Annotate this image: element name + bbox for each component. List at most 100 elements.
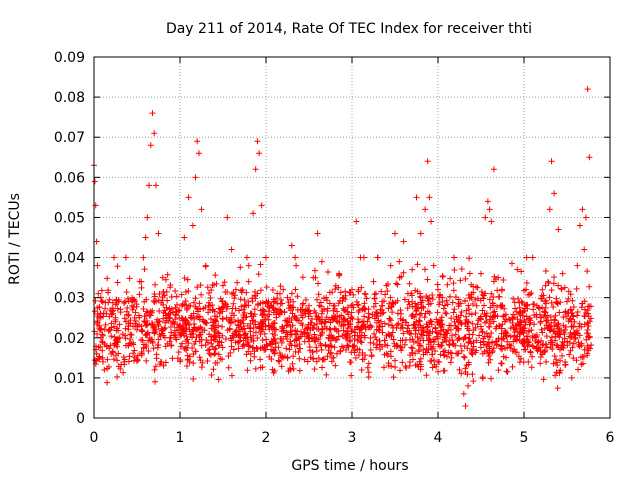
background-point — [311, 331, 318, 338]
background-point — [450, 280, 457, 287]
background-point — [420, 305, 427, 312]
background-point — [273, 307, 280, 314]
background-point — [266, 326, 273, 333]
background-point — [210, 336, 217, 343]
y-tick-labels: 0 0.01 0.02 0.03 0.04 0.05 0.06 0.07 0.08 0.09 — [54, 50, 85, 427]
data-point — [94, 262, 101, 269]
background-point — [155, 342, 162, 349]
background-point — [127, 336, 134, 343]
background-point — [385, 360, 392, 367]
background-point — [315, 291, 322, 298]
background-point — [345, 311, 352, 318]
background-point — [376, 341, 383, 348]
background-point — [554, 299, 561, 306]
background-point — [585, 322, 592, 329]
background-point — [279, 300, 286, 307]
background-point — [530, 306, 537, 313]
background-point — [486, 296, 493, 303]
background-point — [327, 319, 334, 326]
background-point — [416, 342, 423, 349]
background-point — [151, 366, 158, 373]
background-point — [500, 276, 507, 283]
background-point — [409, 356, 416, 363]
y-tick-label: 0 — [76, 411, 85, 427]
background-point — [417, 363, 424, 370]
data-point — [185, 194, 192, 201]
background-point — [166, 305, 173, 312]
background-point — [548, 287, 555, 294]
data-point — [263, 254, 269, 261]
background-point — [478, 288, 485, 295]
background-point — [458, 266, 465, 273]
background-point — [288, 304, 295, 311]
background-point — [130, 304, 137, 311]
background-point — [91, 308, 98, 315]
background-point — [513, 337, 520, 344]
background-point — [111, 340, 118, 347]
background-point — [352, 355, 359, 362]
x-axis-label: GPS time / hours — [291, 458, 408, 474]
background-point — [191, 315, 198, 322]
background-point — [362, 326, 369, 333]
background-point — [396, 274, 403, 281]
background-point — [190, 360, 197, 367]
data-point — [417, 230, 424, 237]
background-point — [434, 281, 441, 288]
background-point — [355, 308, 362, 315]
background-point — [539, 286, 546, 293]
background-point — [167, 324, 174, 331]
background-point — [502, 311, 509, 318]
background-point — [217, 355, 224, 362]
background-point — [257, 320, 264, 327]
background-point — [385, 305, 392, 312]
background-point — [126, 275, 133, 282]
background-point — [535, 339, 542, 346]
background-point — [458, 347, 465, 354]
background-point — [254, 345, 261, 352]
background-point — [318, 346, 325, 353]
background-point — [206, 331, 213, 338]
background-point — [568, 333, 575, 340]
data-point — [379, 298, 386, 305]
background-point — [416, 348, 423, 355]
data-point — [582, 214, 589, 221]
background-point — [399, 324, 406, 331]
background-point — [368, 323, 375, 330]
background-point — [132, 309, 139, 316]
background-point — [198, 364, 205, 371]
background-point — [435, 330, 442, 337]
x-tick-label: 5 — [520, 430, 529, 446]
background-point — [393, 280, 400, 287]
background-point — [370, 303, 377, 310]
background-point — [559, 352, 566, 359]
background-point — [206, 346, 213, 353]
background-point — [236, 307, 243, 314]
background-point — [368, 353, 375, 360]
background-point — [523, 333, 530, 340]
background-point — [179, 301, 186, 308]
background-point — [239, 286, 246, 293]
background-point — [292, 348, 299, 355]
background-point — [465, 319, 472, 326]
background-point — [439, 273, 446, 280]
background-point — [339, 298, 346, 305]
background-point — [172, 304, 179, 311]
background-point — [160, 301, 167, 308]
background-point — [216, 310, 223, 317]
background-point — [478, 316, 485, 323]
data-point — [134, 326, 140, 333]
background-point — [292, 315, 299, 322]
background-point — [355, 352, 362, 359]
background-point — [395, 320, 402, 327]
background-point — [547, 327, 554, 334]
background-point — [102, 321, 109, 328]
background-point — [541, 313, 548, 320]
background-point — [417, 290, 424, 297]
background-point — [328, 343, 335, 350]
background-point — [294, 328, 301, 335]
background-point — [305, 335, 312, 342]
background-point — [554, 331, 561, 338]
background-point — [355, 302, 362, 309]
background-point — [356, 326, 363, 333]
background-point — [243, 289, 250, 296]
